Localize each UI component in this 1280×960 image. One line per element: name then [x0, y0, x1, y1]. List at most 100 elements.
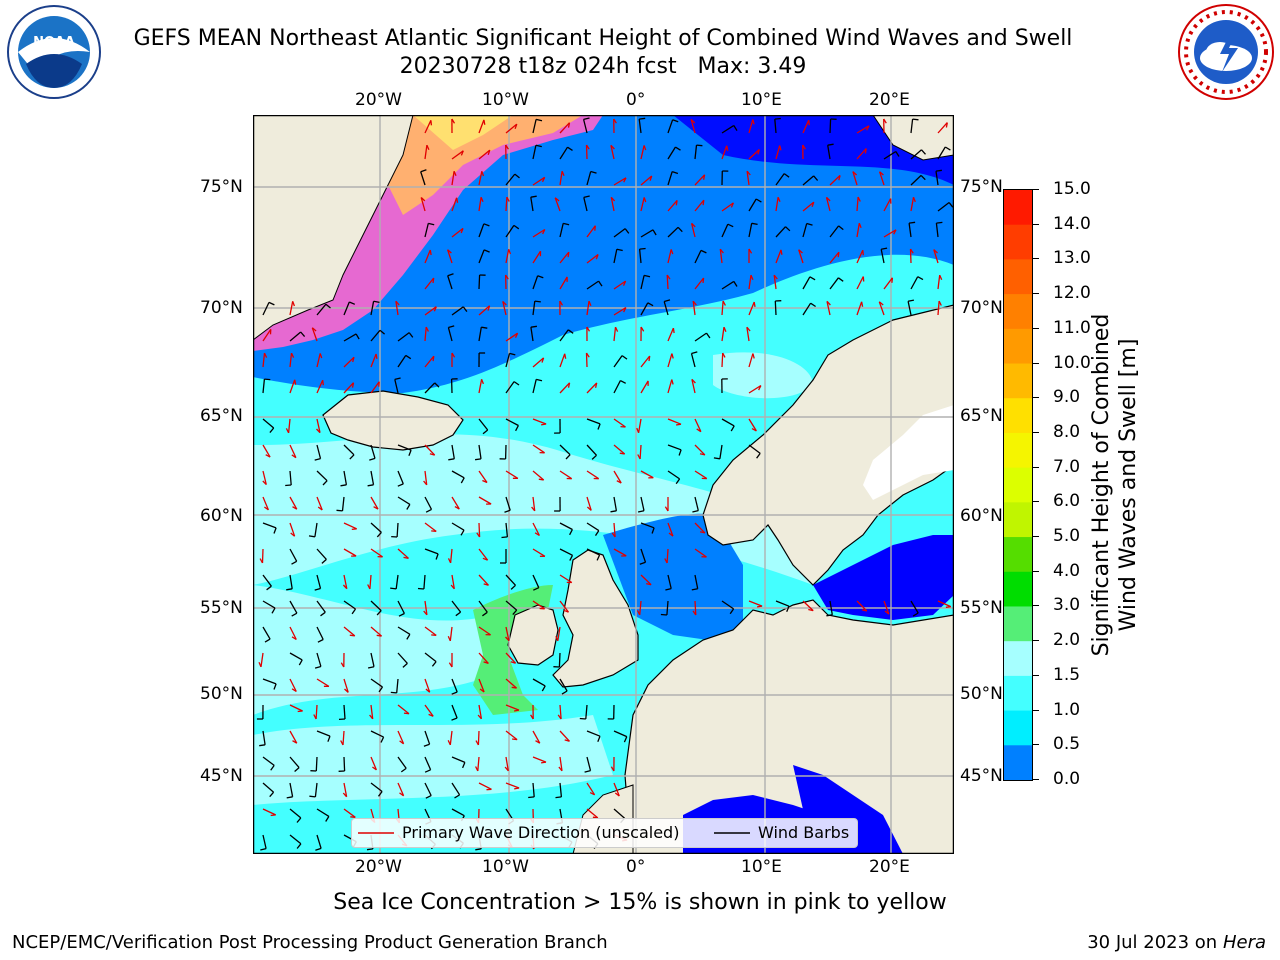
wave-direction-arrow	[694, 548, 707, 558]
wave-direction-arrow	[343, 678, 349, 693]
wave-direction-arrow	[721, 300, 724, 316]
wave-arrow-head	[505, 274, 509, 280]
land-ireland	[507, 604, 559, 666]
wind-barb	[532, 574, 540, 588]
wind-barb-flag	[296, 843, 302, 849]
wind-barb-flag	[535, 118, 543, 122]
wind-barb	[907, 301, 912, 316]
wind-barb-flag	[447, 273, 454, 277]
credit-text: NCEP/EMC/Verification Post Processing Pr…	[12, 932, 608, 953]
wind-barb-flag	[405, 354, 412, 360]
wave-arrow-head	[399, 740, 404, 745]
wave-arrow-head	[585, 352, 590, 358]
wave-direction-arrow	[798, 249, 804, 264]
wind-barb	[316, 730, 331, 737]
wind-barb	[343, 470, 348, 485]
wave-arrow-head	[567, 122, 571, 128]
wind-barb-flag	[624, 228, 630, 234]
wave-arrow-head	[837, 252, 840, 258]
wind-barb	[532, 275, 539, 290]
wind-barb	[316, 574, 322, 589]
wave-direction-arrow	[343, 574, 348, 589]
wave-direction-arrow	[505, 782, 520, 789]
wave-arrow-head	[351, 528, 357, 531]
wave-arrow-head	[623, 307, 627, 313]
wind-barb	[397, 470, 404, 485]
wind-barb-flag	[665, 587, 672, 591]
wind-barb	[935, 171, 939, 186]
wave-arrow-head	[428, 713, 434, 717]
wind-barb-flag	[637, 510, 645, 513]
colorbar-tick-label: 0.5	[1053, 734, 1081, 755]
wave-arrow-head	[483, 661, 489, 665]
colorbar-tick	[1033, 709, 1039, 711]
wave-direction-arrow	[586, 782, 596, 796]
wind-barb-flag	[504, 509, 511, 513]
wave-arrow-head	[933, 249, 938, 254]
wave-direction-arrow	[586, 808, 599, 819]
wind-barb	[802, 223, 808, 238]
wave-arrow-head	[482, 479, 488, 484]
wave-direction-arrow	[343, 626, 356, 637]
wave-arrow-head	[852, 171, 858, 176]
lon-label-bottom: 20°W	[355, 857, 402, 877]
wave-arrow-head	[292, 740, 298, 744]
wave-arrow-head	[508, 249, 512, 255]
colorbar-tick-label: 5.0	[1053, 526, 1081, 547]
wave-arrow-head	[746, 170, 751, 176]
wave-arrow-head	[773, 274, 778, 280]
wave-direction-arrow	[878, 171, 885, 186]
wave-direction-arrow	[856, 125, 870, 134]
wind-barb-flag	[448, 458, 455, 461]
wind-barb	[775, 226, 786, 238]
wind-barb-flag	[300, 331, 306, 338]
wave-arrow-head	[460, 228, 464, 234]
wave-arrow-head	[506, 196, 510, 202]
wave-direction-arrow	[694, 418, 702, 432]
wind-barb-flag	[325, 816, 330, 822]
wind-barb	[451, 782, 461, 796]
wave-arrow-head	[912, 196, 916, 203]
wave-direction-arrow	[532, 444, 545, 454]
wind-barb-flag	[881, 247, 888, 250]
colorbar-tick-label: 12.0	[1053, 283, 1091, 304]
wave-direction-arrow	[585, 352, 588, 368]
colorbar-tick	[1033, 431, 1039, 433]
wave-arrow-head	[541, 357, 545, 363]
wave-direction-arrow	[802, 600, 814, 612]
wind-barb-flag	[314, 587, 321, 591]
wave-direction-arrow	[261, 548, 264, 564]
wind-barb-flag	[590, 170, 597, 174]
wave-arrow-head	[482, 557, 488, 561]
wave-direction-arrow	[640, 355, 651, 368]
wind-barb-flag	[513, 381, 520, 386]
wind-barb-flag	[308, 535, 315, 538]
wave-direction-arrow	[424, 326, 427, 342]
wind-barb-flag	[314, 665, 322, 669]
wave-direction-arrow	[613, 280, 626, 290]
wind-barb-flag	[912, 612, 919, 617]
wave-arrow-head	[753, 301, 756, 308]
wave-arrow-head	[838, 175, 841, 181]
wind-barb	[690, 353, 696, 368]
wind-barb-flag	[730, 425, 735, 432]
wave-direction-arrow	[829, 174, 841, 186]
wave-direction-arrow	[451, 150, 464, 160]
wave-arrow-head	[291, 688, 297, 693]
wind-barb	[316, 548, 327, 560]
wave-direction-arrow	[856, 148, 867, 160]
colorbar-tick-label: 6.0	[1053, 491, 1081, 512]
colorbar-title: Significant Height of Combined Wind Wave…	[1088, 185, 1142, 785]
wind-barb	[289, 574, 293, 589]
wave-arrow-head	[291, 454, 297, 459]
colorbar-tick-label: 13.0	[1053, 248, 1091, 269]
colorbar-title-line1: Significant Height of Combined	[1089, 313, 1114, 657]
wind-barb	[559, 329, 569, 342]
wave-direction-arrow	[748, 301, 755, 316]
wind-barb	[586, 418, 601, 425]
wave-direction-arrow	[289, 704, 303, 712]
colorbar-band	[1004, 710, 1032, 746]
run-date-text: 30 Jul 2023 on	[1087, 932, 1218, 953]
wave-arrow-head	[317, 506, 323, 511]
wind-barb	[394, 379, 399, 394]
